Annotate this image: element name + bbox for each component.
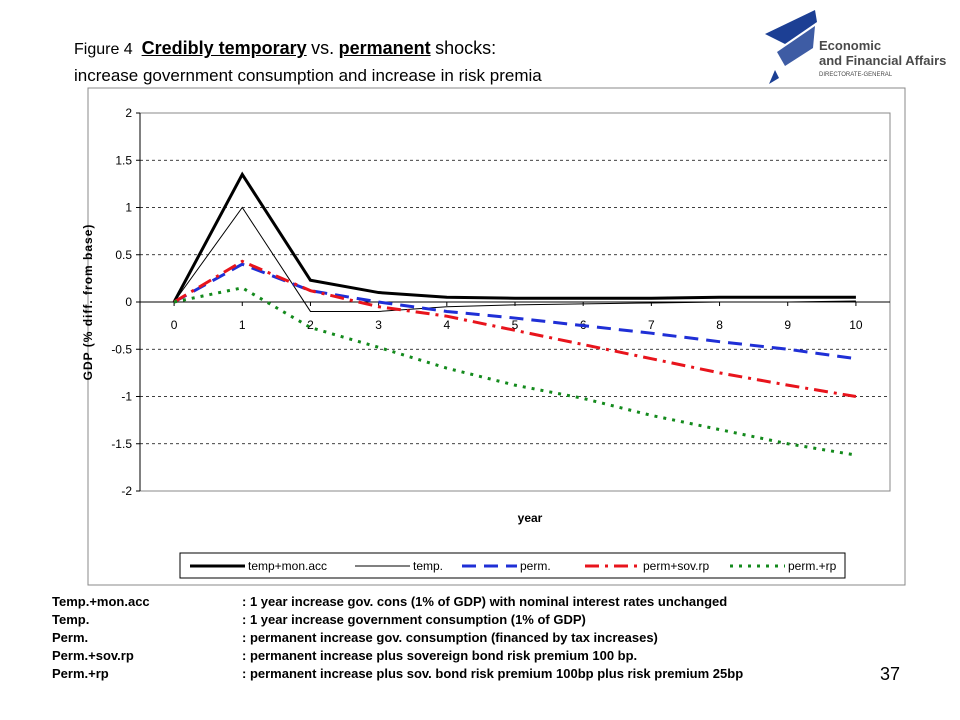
x-tick-label: 5 (512, 318, 519, 332)
note-text: : 1 year increase gov. cons (1% of GDP) … (242, 594, 728, 609)
title-part: shocks: (435, 38, 497, 58)
y-tick-label: 2 (125, 106, 132, 120)
title-part: permanent (338, 38, 431, 58)
logo: Economic and Financial Affairs DIRECTORA… (765, 10, 946, 84)
y-tick-label: 0.5 (115, 248, 132, 262)
logo-text: DIRECTORATE-GENERAL (819, 72, 893, 78)
x-tick-label: 7 (648, 318, 655, 332)
note-text: : permanent increase plus sovereign bond… (242, 648, 638, 663)
y-tick-label: -0.5 (111, 342, 132, 356)
note-label: Perm. (52, 630, 89, 645)
series-line (172, 171, 856, 303)
logo-shape (777, 26, 815, 66)
legend-label: perm+sov.rp (643, 559, 709, 573)
legend-label: temp+mon.acc (248, 559, 327, 573)
x-tick-label: 4 (443, 318, 450, 332)
title-part: vs. (311, 38, 335, 58)
note-label: Perm.+sov.rp (52, 648, 134, 663)
note-text: : 1 year increase government consumption… (242, 612, 586, 627)
note-text: : permanent increase gov. consumption (f… (242, 630, 658, 645)
x-tick-label: 3 (375, 318, 382, 332)
logo-text: Economic (819, 38, 881, 53)
x-axis-label: year (518, 511, 543, 525)
y-tick-label: -1 (121, 390, 132, 404)
note-label: Perm.+rp (52, 666, 109, 681)
note-text: : permanent increase plus sov. bond risk… (242, 666, 744, 681)
x-tick-label: 2 (307, 318, 314, 332)
x-tick-label: 9 (784, 318, 791, 332)
y-tick-label: 1.5 (115, 153, 132, 167)
series-line (173, 286, 857, 457)
note-label: Temp.+mon.acc (52, 594, 150, 609)
logo-shape (765, 10, 817, 44)
title-line-2: increase government consumption and incr… (74, 66, 542, 85)
figure-label: Figure 4 (74, 41, 133, 58)
title-part: Credibly temporary (141, 38, 307, 58)
legend-label: temp. (413, 559, 443, 573)
y-tick-label: -1.5 (111, 437, 132, 451)
page-number: 37 (880, 664, 901, 684)
x-tick-label: 0 (171, 318, 178, 332)
series-line (173, 259, 857, 398)
logo-shape (769, 70, 779, 84)
y-axis-label: GDP (% diff. from base) (81, 224, 95, 381)
y-tick-label: -2 (121, 484, 132, 498)
x-tick-label: 8 (716, 318, 723, 332)
legend-label: perm.+rp (788, 559, 837, 573)
series-line (173, 206, 856, 312)
x-tick-label: 1 (239, 318, 246, 332)
note-label: Temp. (52, 612, 90, 627)
y-tick-label: 1 (125, 201, 132, 215)
y-tick-label: 0 (125, 295, 132, 309)
series-line (173, 262, 857, 361)
x-tick-label: 10 (849, 318, 863, 332)
title-line-1: Figure 4 Credibly temporary vs. permanen… (74, 38, 496, 59)
logo-text: and Financial Affairs (819, 53, 946, 68)
legend-label: perm. (520, 559, 551, 573)
